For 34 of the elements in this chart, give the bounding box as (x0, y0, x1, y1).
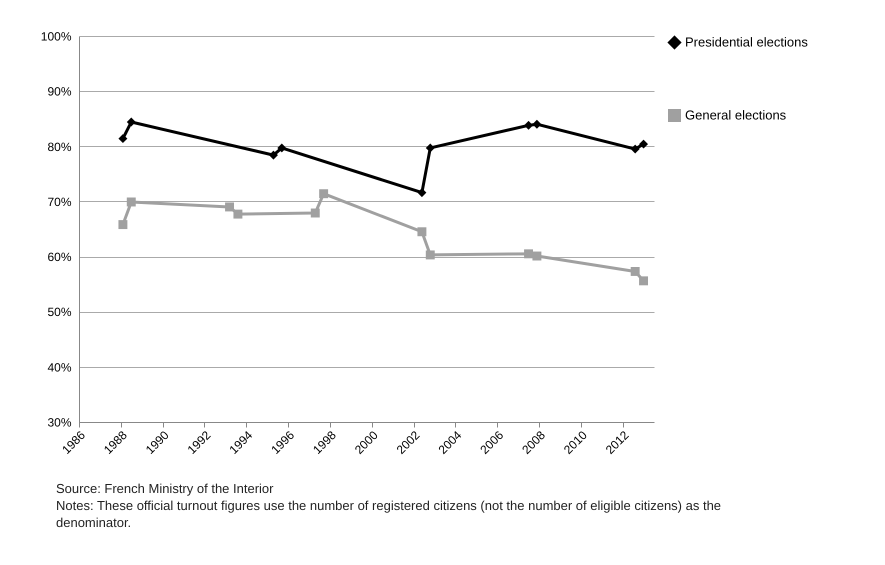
point (417, 227, 426, 236)
point (524, 249, 534, 258)
y-tick-label: 60% (47, 250, 72, 264)
point (277, 143, 286, 152)
y-tick-label: 100% (40, 30, 72, 44)
point (630, 266, 640, 276)
source-note: Source: French Ministry of the Interior (56, 481, 274, 498)
point (126, 118, 136, 126)
point (639, 140, 648, 149)
point (118, 220, 128, 230)
point (639, 276, 648, 286)
point (126, 198, 136, 206)
y-tick-label: 80% (47, 140, 72, 154)
y-tick-label: 50% (47, 305, 72, 320)
legend-label: General elections (685, 108, 787, 122)
point (532, 252, 542, 260)
point (233, 210, 242, 219)
point (310, 208, 320, 218)
point (225, 202, 234, 212)
point (118, 134, 128, 144)
point (524, 120, 534, 130)
text: Notes: These official turnout figures use the number of registered citizens (not the number of eligible citizens) as the denominator. (56, 498, 722, 532)
point (426, 250, 435, 260)
point (426, 143, 435, 152)
y-tick-label: 40% (47, 360, 72, 374)
point (532, 120, 542, 129)
point (630, 144, 640, 154)
point (319, 189, 328, 198)
point (268, 150, 278, 160)
y-tick-label: 90% (47, 84, 72, 99)
point (417, 188, 426, 198)
legend-label: Presidential elections (685, 34, 808, 50)
y-tick-label: 70% (47, 194, 72, 209)
y-tick-label: 30% (47, 416, 72, 430)
